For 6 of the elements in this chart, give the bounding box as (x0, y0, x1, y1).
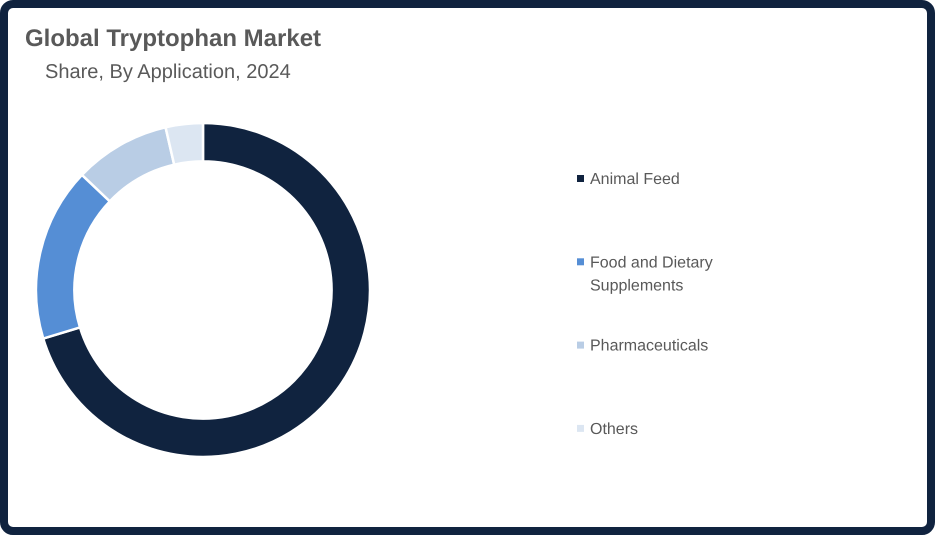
legend-label: Pharmaceuticals (590, 337, 708, 354)
legend-label: Others (590, 420, 638, 438)
chart-title: Global Tryptophan Market (25, 25, 322, 52)
legend-label: Animal Feed (590, 170, 680, 188)
chart-subtitle: Share, By Application, 2024 (45, 61, 291, 83)
legend-label: Food and Dietary Supplements (590, 254, 713, 294)
